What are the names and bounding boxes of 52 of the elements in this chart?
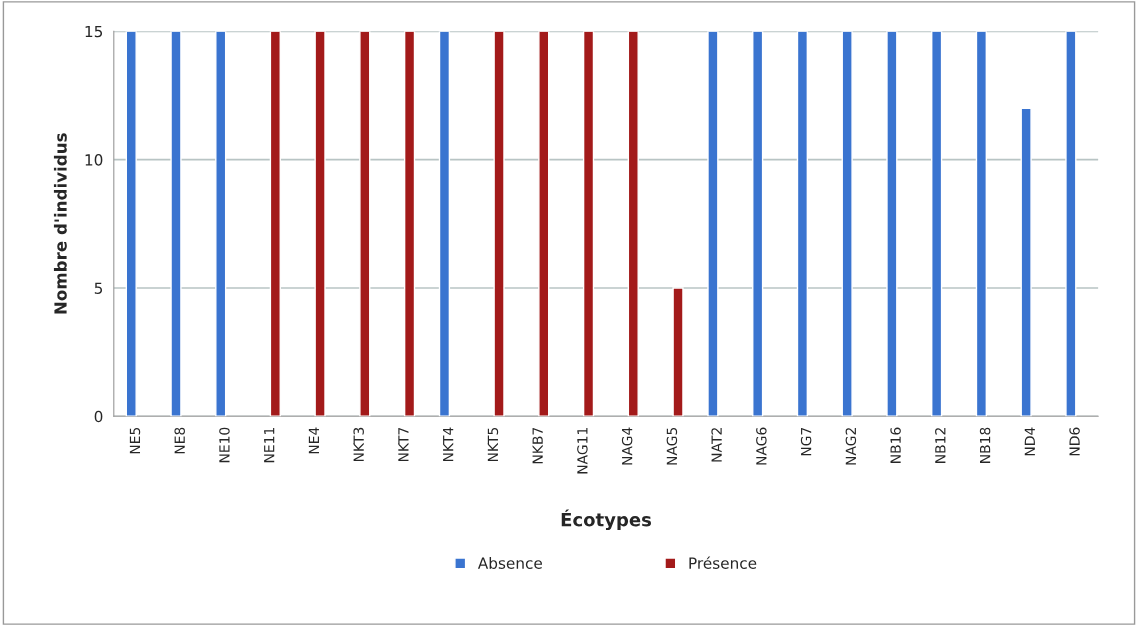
y-tick-label: 15 [85, 25, 103, 38]
x-tick-label: NAG2 [845, 428, 857, 465]
x-tick-label: NAT2 [711, 428, 722, 462]
x-tick-label: NG7 [800, 427, 812, 456]
x-tick-label: ND6 [1069, 427, 1080, 456]
y-tick-label: 0 [94, 410, 103, 423]
x-tick-label: NB18 [979, 427, 991, 463]
bar [707, 31, 719, 417]
x-tick-label: NE4 [308, 427, 319, 454]
bar [314, 31, 326, 417]
x-tick-label: NKT5 [487, 427, 499, 462]
y-tick-label: 5 [94, 282, 103, 294]
bar [359, 31, 371, 417]
x-tick-label: NAG5 [666, 427, 678, 465]
bar [538, 31, 550, 417]
bar [125, 31, 137, 417]
bar [841, 31, 853, 417]
bar [493, 31, 505, 417]
bar [672, 287, 684, 417]
x-tick-label: NKT7 [398, 427, 409, 462]
bar [931, 31, 943, 417]
bar [269, 31, 281, 417]
x-tick-label: NE11 [264, 427, 275, 463]
x-tick-label: NE10 [219, 427, 230, 463]
x-tick-label: ND4 [1024, 427, 1035, 456]
x-tick-label: NKT3 [353, 427, 364, 462]
x-tick-label: NE5 [129, 427, 141, 454]
y-tick-label: 10 [85, 154, 103, 166]
bar [215, 31, 227, 417]
bar [796, 31, 809, 417]
x-tick-label: NAG11 [577, 427, 588, 474]
bar [975, 31, 988, 417]
x-tick-label: NKB7 [532, 427, 543, 464]
x-tick-label: NE8 [174, 427, 185, 454]
x-tick-label: NB16 [890, 427, 901, 463]
bar [403, 31, 416, 417]
x-axis-title: Écotypes [561, 509, 652, 531]
x-tick-label: NKT4 [443, 427, 454, 462]
bar [170, 31, 182, 417]
bar [886, 31, 898, 417]
x-tick-label: NB12 [935, 428, 946, 463]
bar [1020, 107, 1032, 417]
x-tick-label: NAG4 [621, 427, 633, 465]
legend-label: Absence [477, 557, 542, 569]
bar [582, 31, 595, 417]
bar [438, 31, 451, 417]
x-tick-label: NAG6 [756, 427, 767, 465]
bar [752, 31, 764, 417]
bar [1065, 31, 1077, 417]
bar [627, 31, 639, 417]
legend-label: Présence [689, 556, 757, 569]
y-axis-title: Nombre d'individus [53, 133, 67, 314]
